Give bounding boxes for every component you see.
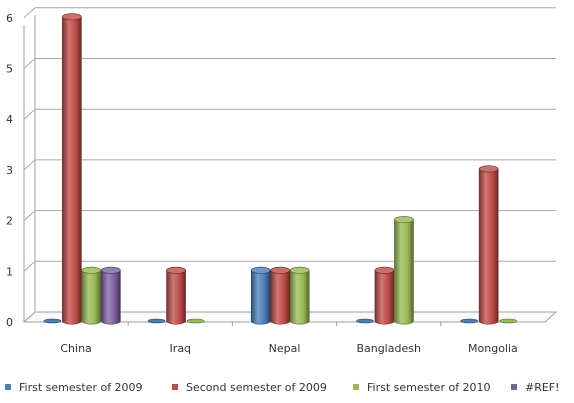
legend-label: First semester of 2010 <box>367 381 491 394</box>
bar <box>356 318 374 324</box>
bar <box>394 216 414 325</box>
gridline <box>23 7 556 19</box>
bar <box>81 266 102 325</box>
y-tick-label: 0 <box>6 316 13 329</box>
bar <box>374 266 395 325</box>
gridline <box>23 58 556 69</box>
legend-swatch <box>172 384 178 390</box>
bar <box>62 13 82 325</box>
bar <box>147 318 166 324</box>
y-tick-label: 6 <box>6 12 13 25</box>
bar <box>166 266 186 325</box>
legend-item[interactable]: #REF! <box>511 381 560 394</box>
x-category-label: Mongolia <box>468 342 518 355</box>
bar <box>250 266 271 325</box>
bar <box>289 266 310 325</box>
bar <box>186 318 205 324</box>
y-tick-label: 3 <box>6 164 13 177</box>
x-category-label: Iraq <box>170 342 192 355</box>
legend-swatch <box>5 384 11 390</box>
legend[interactable]: First semester of 2009 Second semester of… <box>5 381 560 394</box>
x-category-label: Nepal <box>269 342 301 355</box>
gridline <box>23 108 556 120</box>
legend-item[interactable]: First semester of 2010 <box>353 381 491 394</box>
legend-label: First semester of 2009 <box>19 381 143 394</box>
y-tick-label: 4 <box>6 113 13 126</box>
bar <box>101 266 121 325</box>
x-category-label: China <box>60 342 91 355</box>
bar <box>460 318 478 324</box>
y-axis-ticks: 0 1 2 3 4 5 6 <box>6 12 13 329</box>
bar <box>478 165 499 325</box>
legend-item[interactable]: First semester of 2009 <box>5 381 143 394</box>
y-tick-label: 5 <box>6 63 13 76</box>
legend-swatch <box>353 384 359 390</box>
legend-swatch <box>511 384 517 390</box>
legend-item[interactable]: Second semester of 2009 <box>172 381 327 394</box>
y-tick-label: 2 <box>6 215 13 228</box>
legend-label: Second semester of 2009 <box>186 381 327 394</box>
y-tick-label: 1 <box>6 265 13 278</box>
gridlines <box>23 7 556 272</box>
bar <box>270 266 291 325</box>
bar <box>499 318 517 324</box>
gridline <box>23 159 556 171</box>
x-axis-categories: China Iraq Nepal Bangladesh Mongolia <box>60 322 518 355</box>
legend-label: #REF! <box>525 381 560 394</box>
gridline <box>23 210 556 221</box>
bar <box>43 318 62 324</box>
x-category-label: Bangladesh <box>356 342 421 355</box>
gridline <box>23 260 556 272</box>
bars <box>43 13 517 325</box>
